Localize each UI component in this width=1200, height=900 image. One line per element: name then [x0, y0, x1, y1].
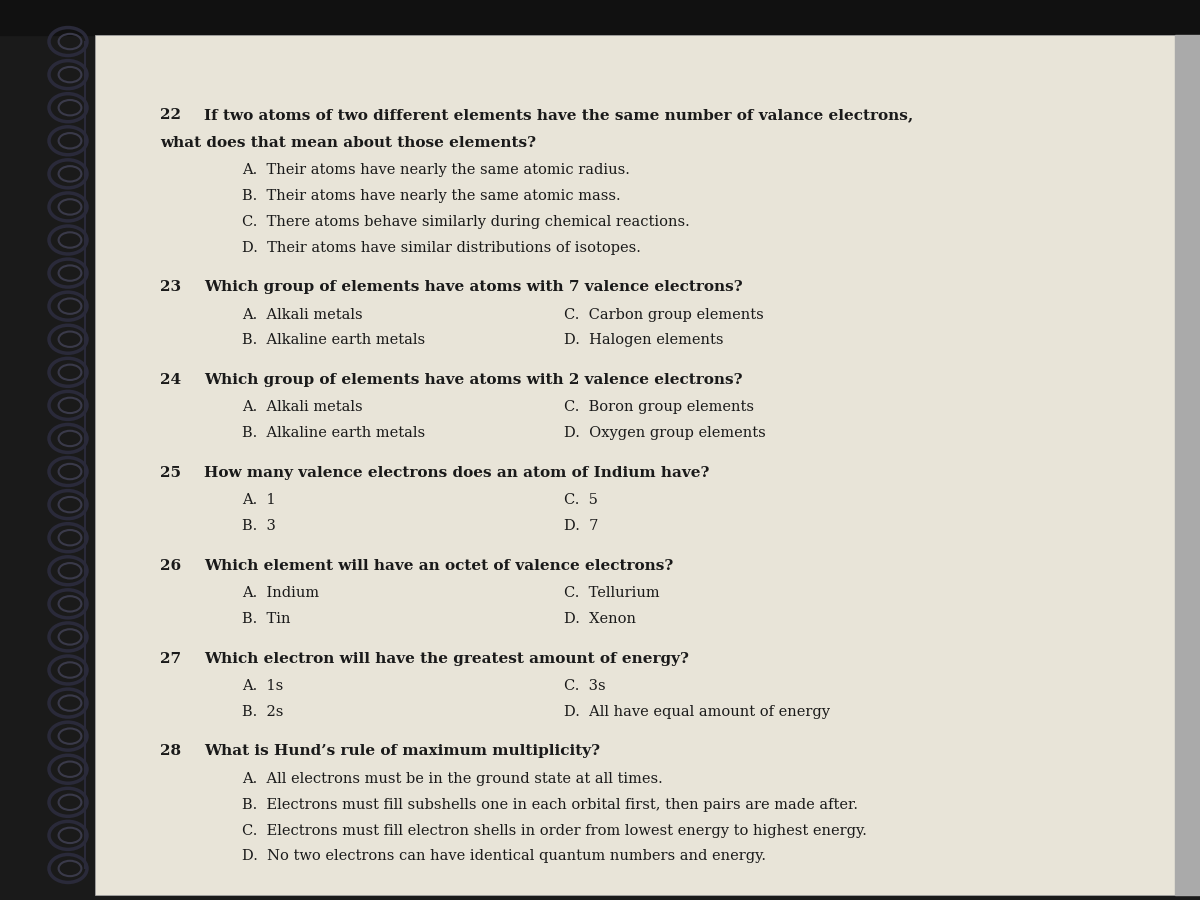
Text: Which group of elements have atoms with 7 valence electrons?: Which group of elements have atoms with …	[204, 280, 743, 294]
Text: Which element will have an octet of valence electrons?: Which element will have an octet of vale…	[204, 559, 673, 572]
Text: B.  Alkaline earth metals: B. Alkaline earth metals	[242, 427, 425, 440]
Text: 27: 27	[161, 652, 181, 666]
Text: C.  There atoms behave similarly during chemical reactions.: C. There atoms behave similarly during c…	[242, 215, 690, 229]
Text: 23: 23	[161, 280, 181, 294]
Text: A.  Indium: A. Indium	[242, 586, 319, 600]
Text: C.  3s: C. 3s	[564, 680, 605, 693]
Bar	[1175, 35, 1200, 895]
Text: B.  Their atoms have nearly the same atomic mass.: B. Their atoms have nearly the same atom…	[242, 189, 620, 202]
Text: D.  All have equal amount of energy: D. All have equal amount of energy	[564, 705, 829, 719]
Text: 26: 26	[161, 559, 181, 572]
Text: D.  Halogen elements: D. Halogen elements	[564, 333, 724, 347]
Bar	[0, 0, 1200, 35]
Text: C.  5: C. 5	[564, 493, 598, 508]
Text: B.  2s: B. 2s	[242, 705, 283, 719]
Text: Which group of elements have atoms with 2 valence electrons?: Which group of elements have atoms with …	[204, 373, 743, 387]
Text: A.  Alkali metals: A. Alkali metals	[242, 400, 362, 415]
Text: If two atoms of two different elements have the same number of valance electrons: If two atoms of two different elements h…	[204, 108, 913, 122]
Text: 22: 22	[161, 108, 181, 122]
Text: D.  No two electrons can have identical quantum numbers and energy.: D. No two electrons can have identical q…	[242, 850, 766, 863]
Text: what does that mean about those elements?: what does that mean about those elements…	[161, 136, 536, 149]
Text: 28: 28	[161, 744, 181, 759]
Text: C.  Boron group elements: C. Boron group elements	[564, 400, 754, 415]
Text: B.  Electrons must fill subshells one in each orbital first, then pairs are made: B. Electrons must fill subshells one in …	[242, 797, 858, 812]
Text: B.  Alkaline earth metals: B. Alkaline earth metals	[242, 333, 425, 347]
Text: D.  Xenon: D. Xenon	[564, 612, 636, 626]
Text: A.  1s: A. 1s	[242, 680, 283, 693]
Text: D.  Their atoms have similar distributions of isotopes.: D. Their atoms have similar distribution…	[242, 240, 641, 255]
Text: C.  Electrons must fill electron shells in order from lowest energy to highest e: C. Electrons must fill electron shells i…	[242, 824, 868, 838]
Text: Which electron will have the greatest amount of energy?: Which electron will have the greatest am…	[204, 652, 689, 666]
Text: A.  1: A. 1	[242, 493, 276, 508]
Text: B.  3: B. 3	[242, 519, 276, 533]
Text: What is Hund’s rule of maximum multiplicity?: What is Hund’s rule of maximum multiplic…	[204, 744, 600, 759]
Text: D.  Oxygen group elements: D. Oxygen group elements	[564, 427, 766, 440]
Text: C.  Carbon group elements: C. Carbon group elements	[564, 308, 763, 321]
Text: A.  Their atoms have nearly the same atomic radius.: A. Their atoms have nearly the same atom…	[242, 163, 630, 177]
Text: How many valence electrons does an atom of Indium have?: How many valence electrons does an atom …	[204, 466, 709, 480]
Text: B.  Tin: B. Tin	[242, 612, 290, 626]
Text: 24: 24	[161, 373, 181, 387]
Text: 25: 25	[161, 466, 181, 480]
Text: D.  7: D. 7	[564, 519, 598, 533]
Text: A.  Alkali metals: A. Alkali metals	[242, 308, 362, 321]
Text: C.  Tellurium: C. Tellurium	[564, 586, 659, 600]
Text: A.  All electrons must be in the ground state at all times.: A. All electrons must be in the ground s…	[242, 772, 662, 786]
